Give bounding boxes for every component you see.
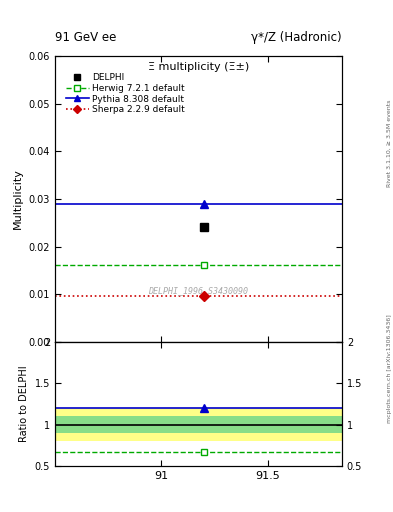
Bar: [55, 416, 342, 433]
Legend: DELPHI, Herwig 7.2.1 default, Pythia 8.308 default, Sherpa 2.2.9 default: DELPHI, Herwig 7.2.1 default, Pythia 8.3…: [62, 70, 189, 118]
Text: mcplots.cern.ch [arXiv:1306.3436]: mcplots.cern.ch [arXiv:1306.3436]: [387, 314, 392, 423]
Text: DELPHI_1996_S3430090: DELPHI_1996_S3430090: [149, 286, 248, 295]
Text: Rivet 3.1.10, ≥ 3.5M events: Rivet 3.1.10, ≥ 3.5M events: [387, 100, 392, 187]
Y-axis label: Multiplicity: Multiplicity: [13, 168, 23, 229]
Y-axis label: Ratio to DELPHI: Ratio to DELPHI: [19, 366, 29, 442]
Text: γ*/Z (Hadronic): γ*/Z (Hadronic): [251, 31, 342, 44]
Text: Ξ multiplicity (Ξ±): Ξ multiplicity (Ξ±): [148, 62, 249, 72]
Bar: [55, 408, 342, 441]
Text: 91 GeV ee: 91 GeV ee: [55, 31, 116, 44]
